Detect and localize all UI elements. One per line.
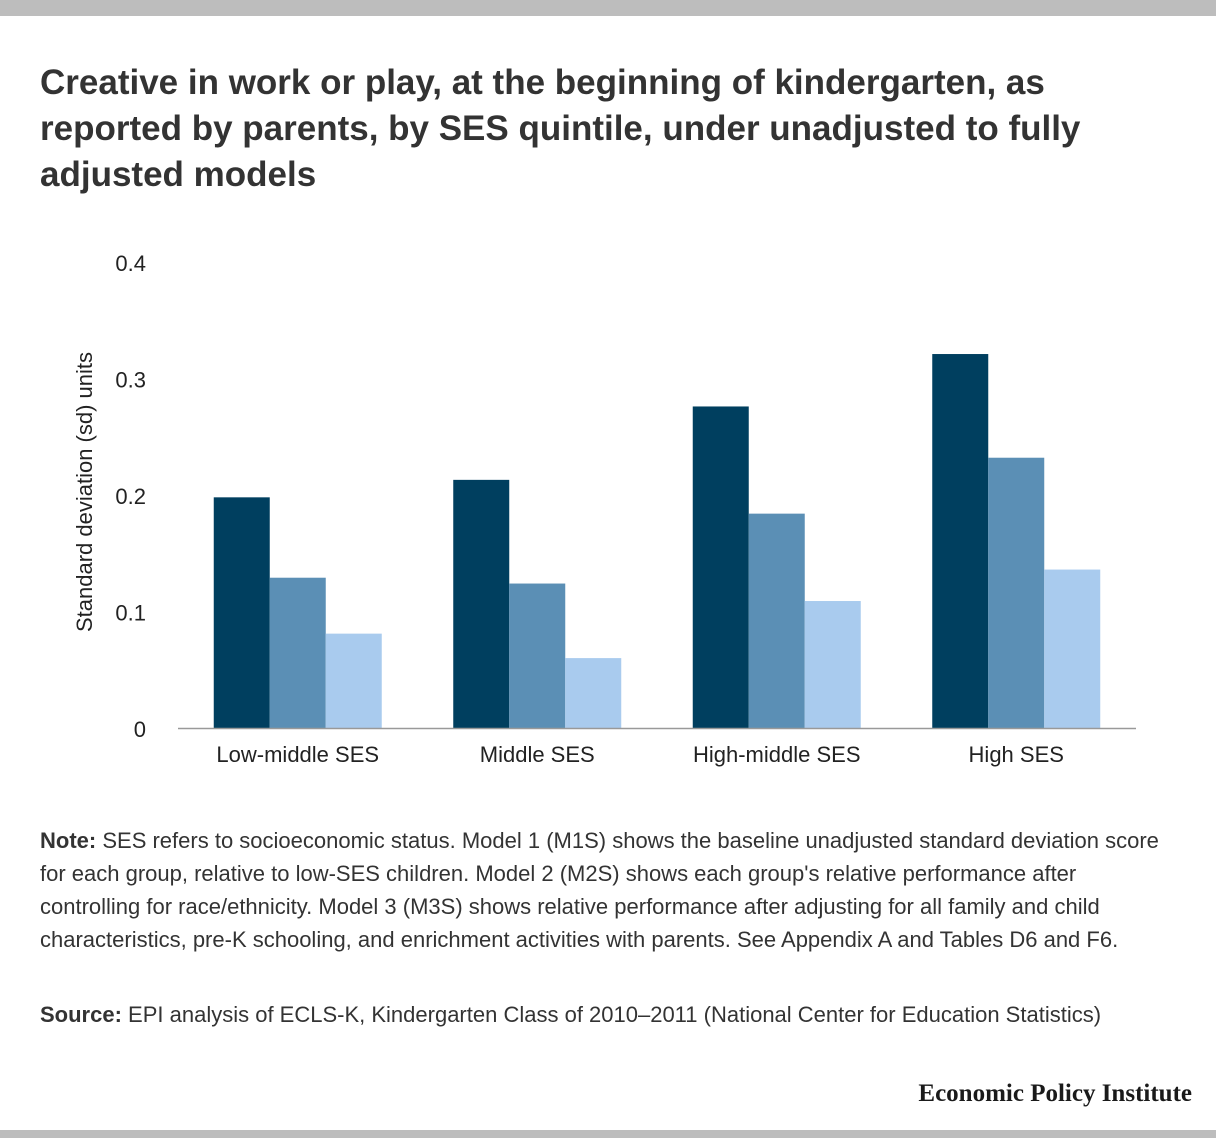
top-border — [0, 0, 1216, 16]
bar-3-1 — [565, 658, 622, 728]
x-tick-label: High SES — [969, 742, 1064, 767]
bar-2-0 — [269, 577, 326, 728]
y-tick-label: 0.2 — [115, 484, 146, 509]
bar-chart: 0 0.1 0.2 0.3 0.4 Low-middle SES Middle SES Hi… — [72, 251, 1136, 767]
brand-logo-text: Economic Policy Institute — [918, 1080, 1192, 1107]
bar-1-3 — [932, 354, 989, 728]
bottom-border — [0, 1130, 1216, 1138]
bar-2-1 — [509, 583, 566, 728]
bar-1-2 — [692, 406, 749, 728]
y-axis: 0 0.1 0.2 0.3 0.4 — [115, 251, 146, 742]
bar-3-2 — [804, 601, 861, 728]
source-label: Source: — [40, 1002, 122, 1027]
note-text: SES refers to socioeconomic status. Mode… — [40, 828, 1159, 952]
bar-1-1 — [453, 479, 510, 728]
chart-source: Source: EPI analysis of ECLS-K, Kinderga… — [40, 998, 1180, 1031]
y-tick-label: 0.1 — [115, 601, 146, 626]
bar-3-3 — [1044, 569, 1101, 728]
bar-series-group — [213, 354, 1101, 728]
y-tick-label: 0.3 — [115, 368, 146, 393]
chart-note: Note: SES refers to socioeconomic status… — [40, 824, 1180, 956]
x-axis: Low-middle SES Middle SES High-middle SES H… — [178, 727, 1136, 767]
bar-2-2 — [748, 513, 805, 728]
x-tick-label: High-middle SES — [693, 742, 861, 767]
note-label: Note: — [40, 828, 97, 853]
y-axis-label: Standard deviation (sd) units — [72, 352, 97, 632]
y-tick-label: 0 — [134, 717, 146, 742]
bar-1-0 — [213, 497, 270, 728]
x-tick-label: Low-middle SES — [216, 742, 379, 767]
x-tick-label: Middle SES — [480, 742, 595, 767]
source-text: EPI analysis of ECLS-K, Kindergarten Cla… — [128, 1002, 1102, 1027]
bar-3-0 — [325, 633, 382, 728]
chart-title: Creative in work or play, at the beginni… — [40, 63, 1081, 194]
bar-2-3 — [988, 457, 1045, 728]
y-tick-label: 0.4 — [115, 251, 146, 276]
